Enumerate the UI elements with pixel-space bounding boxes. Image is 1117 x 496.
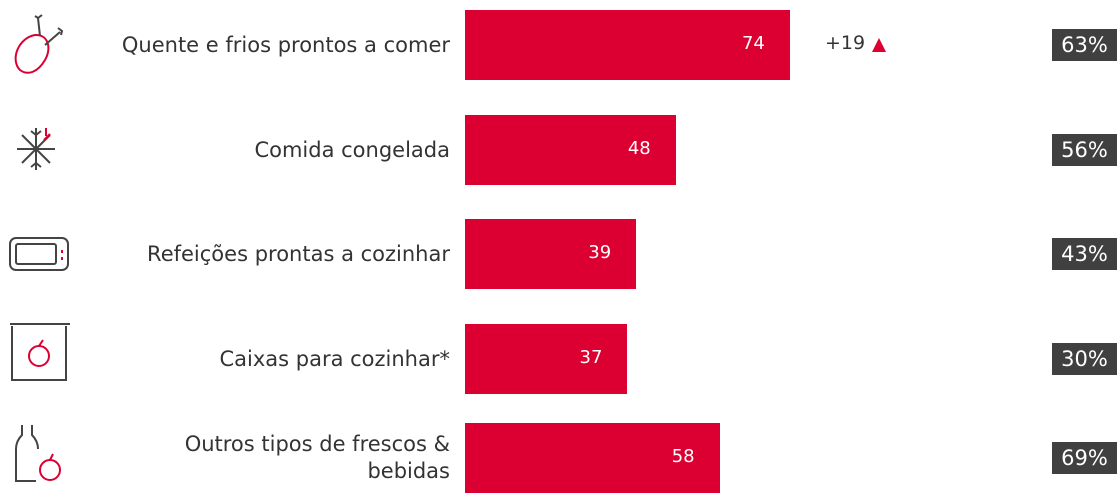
bar bbox=[465, 115, 676, 185]
percent-label: 63% bbox=[1052, 29, 1117, 61]
bar bbox=[465, 219, 637, 289]
category-label: Outros tipos de frescos & bebidas bbox=[184, 432, 450, 483]
bar bbox=[465, 423, 720, 493]
snowflake-icon bbox=[17, 128, 55, 170]
change-label: +19 bbox=[825, 32, 866, 54]
value-label: 48 bbox=[627, 138, 651, 159]
percent-label: 69% bbox=[1052, 442, 1117, 474]
value-label: 39 bbox=[588, 242, 612, 263]
percent-label: 43% bbox=[1052, 238, 1117, 270]
category-label: Quente e frios prontos a comer bbox=[121, 32, 450, 57]
category-label: Refeições prontas a cozinhar bbox=[147, 241, 450, 266]
tray-icon bbox=[9, 237, 69, 271]
category-label: Comida congelada bbox=[254, 137, 450, 162]
category-label: Caixas para cozinhar* bbox=[219, 346, 450, 371]
bottle-icon bbox=[15, 425, 61, 482]
value-label: 74 bbox=[741, 33, 765, 54]
bar bbox=[465, 324, 628, 394]
percent-label: 56% bbox=[1052, 134, 1117, 166]
chicken-icon bbox=[14, 14, 64, 74]
box-icon bbox=[10, 323, 70, 381]
percent-label: 30% bbox=[1052, 343, 1117, 375]
icons bbox=[9, 14, 70, 482]
bar bbox=[465, 10, 790, 80]
value-label: 37 bbox=[579, 347, 603, 368]
up-triangle bbox=[872, 38, 886, 52]
value-label: 58 bbox=[671, 446, 695, 467]
